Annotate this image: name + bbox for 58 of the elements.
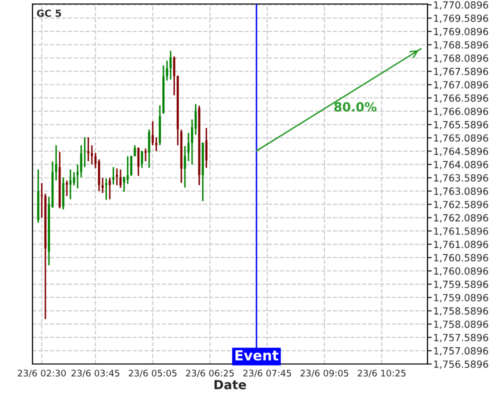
y-tick-label: 1,760.0896 — [434, 267, 488, 276]
candlestick — [170, 50, 172, 80]
candlestick — [72, 171, 76, 186]
y-tick-label: 1,759.0896 — [434, 294, 488, 302]
candlestick — [105, 178, 108, 201]
candlestick — [140, 150, 144, 169]
y-tick-label: 1,766.5896 — [434, 94, 488, 103]
candlestick — [148, 128, 150, 169]
y-tick-label: 1,757.0896 — [434, 347, 488, 356]
candlestick — [166, 60, 168, 82]
candlestick — [119, 168, 122, 189]
candlestick — [55, 144, 58, 182]
y-tick-label: 1,764.5896 — [434, 148, 488, 156]
y-tick-label: 1,762.5896 — [434, 200, 488, 210]
annotation: 80.0% — [334, 102, 377, 112]
x-tick-label: 23/6 07:45 — [243, 370, 291, 378]
candlestick — [102, 177, 104, 194]
y-tick-label: 1,760.5896 — [434, 254, 488, 262]
candlestick — [69, 168, 72, 200]
y-tick-label: 1,762.0896 — [434, 214, 488, 222]
candlestick — [112, 166, 114, 186]
y-tick-label: 1,763.5896 — [434, 174, 488, 183]
y-tick-label: 1,769.5896 — [434, 14, 488, 23]
y-tick-label: 1,763.0896 — [434, 188, 488, 196]
x-axis-title: Date — [214, 380, 246, 390]
y-tick-label: 1,756.5896 — [434, 360, 488, 369]
y-tick-label: 1,765.5896 — [434, 121, 488, 130]
candlestick — [62, 176, 64, 210]
y-tick-label: 1,758.5896 — [434, 307, 488, 316]
y-tick-label: 1,765.0896 — [434, 134, 488, 143]
candlestick — [205, 127, 208, 169]
y-tick-label: 1,769.0896 — [434, 28, 488, 36]
candlestick — [87, 136, 90, 162]
y-tick-label: 1,761.5896 — [434, 227, 488, 236]
y-tick-label: 1,759.5896 — [434, 280, 488, 290]
y-tick-label: 1,761.0896 — [434, 240, 488, 250]
y-tick-label: 1,757.5896 — [434, 334, 488, 342]
y-tick-label: 1,767.5896 — [434, 68, 488, 76]
x-tick-label: 23/6 05:05 — [128, 370, 177, 378]
candlestick — [98, 158, 100, 192]
y-tick-label: 1,758.0896 — [434, 320, 488, 329]
candlestick — [137, 146, 140, 177]
candlestick — [108, 177, 111, 200]
y-tick-label: 1,766.0896 — [434, 108, 488, 116]
x-tick-label: 23/6 10:25 — [358, 370, 406, 378]
chart-title: GC 5 — [36, 10, 62, 17]
y-tick-label: 1,770.0896 — [434, 1, 488, 10]
y-tick-label: 1,767.0896 — [434, 81, 488, 90]
ref-line-label: Event — [236, 350, 278, 361]
candlestick — [184, 145, 186, 188]
x-tick-label: 23/6 06:25 — [186, 370, 234, 378]
y-tick-label: 1,768.0896 — [434, 54, 488, 63]
y-tick-label: 1,764.0896 — [434, 160, 488, 170]
x-tick-label: 23/6 02:30 — [18, 370, 66, 378]
y-tick-label: 1,768.5896 — [434, 41, 488, 50]
candlestick — [123, 176, 126, 193]
x-tick-label: 23/6 09:05 — [300, 370, 348, 378]
x-tick-label: 23/6 03:45 — [72, 370, 120, 378]
